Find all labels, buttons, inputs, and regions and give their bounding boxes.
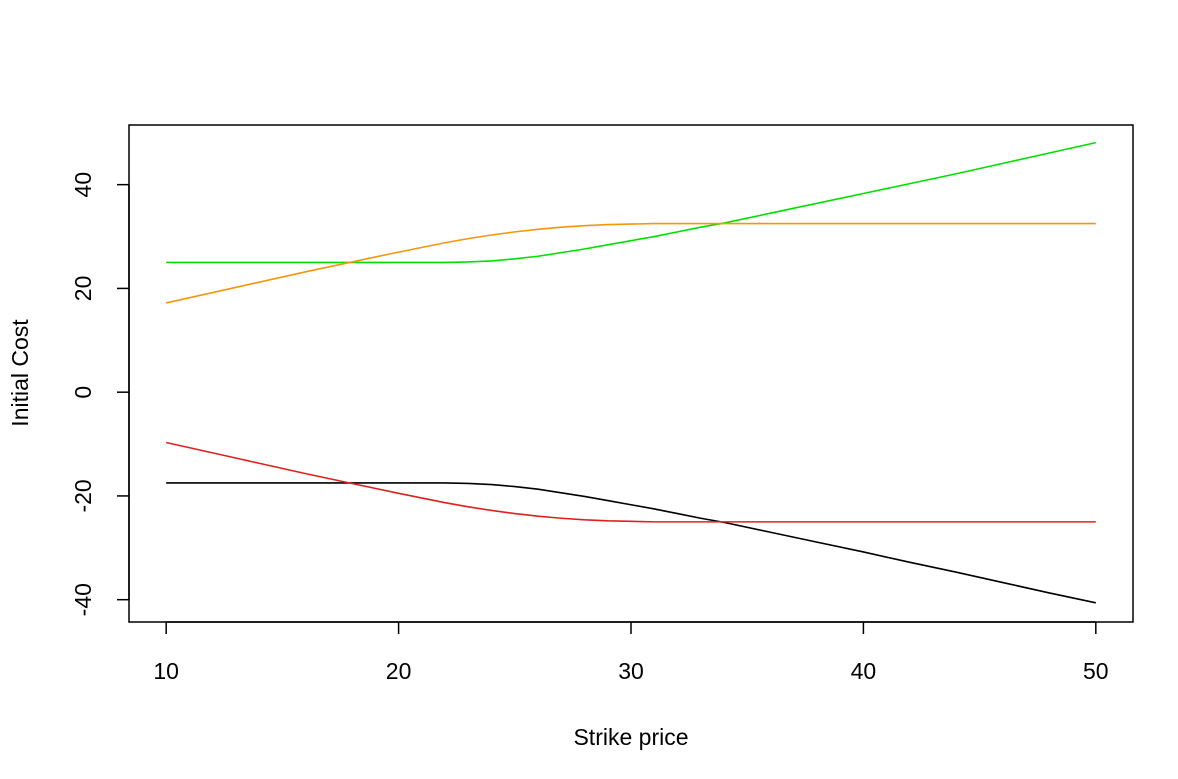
x-tick-label: 10 <box>153 658 179 684</box>
x-tick-label: 20 <box>386 658 412 684</box>
y-tick-label: 20 <box>70 276 96 302</box>
y-tick-label: -20 <box>70 479 96 512</box>
axis-layer: 10 20 30 40 50 -40 -20 0 20 40 <box>70 172 1109 684</box>
series-line-1 <box>166 141 1096 264</box>
x-axis-title: Strike price <box>573 724 688 750</box>
y-tick-label: 40 <box>70 172 96 198</box>
series-layer <box>166 141 1096 604</box>
series-line-4 <box>166 441 1096 523</box>
y-axis-title: Initial Cost <box>7 319 33 427</box>
y-tick-label: 0 <box>70 386 96 399</box>
plot-frame <box>128 124 1134 623</box>
series-line-3 <box>166 482 1096 604</box>
x-tick-label: 50 <box>1083 658 1109 684</box>
series-line-2 <box>166 222 1096 304</box>
y-tick-label: -40 <box>70 583 96 616</box>
x-tick-label: 30 <box>618 658 644 684</box>
x-tick-label: 40 <box>851 658 877 684</box>
